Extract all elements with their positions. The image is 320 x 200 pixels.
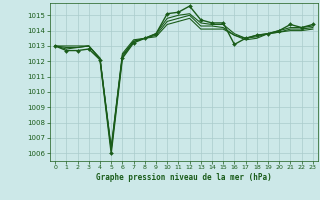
X-axis label: Graphe pression niveau de la mer (hPa): Graphe pression niveau de la mer (hPa) xyxy=(96,173,272,182)
